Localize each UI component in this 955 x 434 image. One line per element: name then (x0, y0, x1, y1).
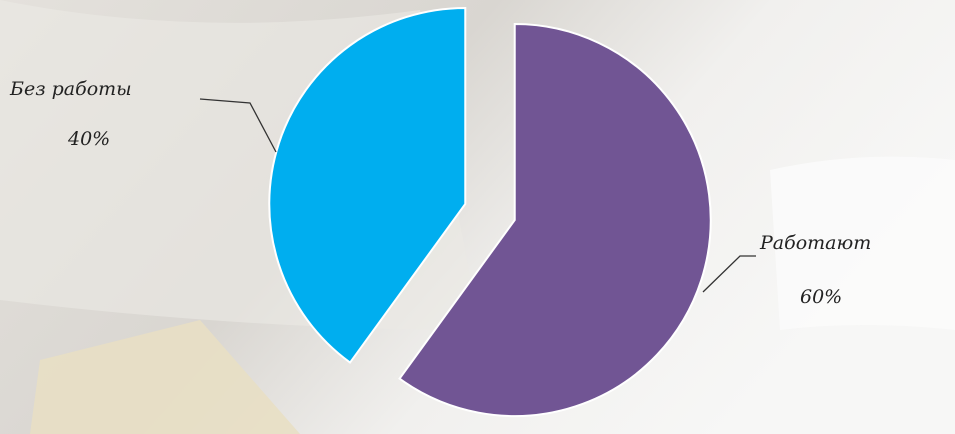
pie-slice (268, 6, 467, 364)
slice-label: Работают (759, 232, 871, 254)
leader-line (702, 255, 756, 293)
pie-slice (398, 23, 712, 417)
jobs-paper-decoration (30, 320, 300, 434)
book-decoration (770, 156, 955, 330)
leader-line (199, 98, 277, 153)
slice-value-label: 40% (67, 128, 110, 150)
slice-label: Без работы (9, 78, 132, 100)
slice-value-label: 60% (800, 286, 842, 308)
